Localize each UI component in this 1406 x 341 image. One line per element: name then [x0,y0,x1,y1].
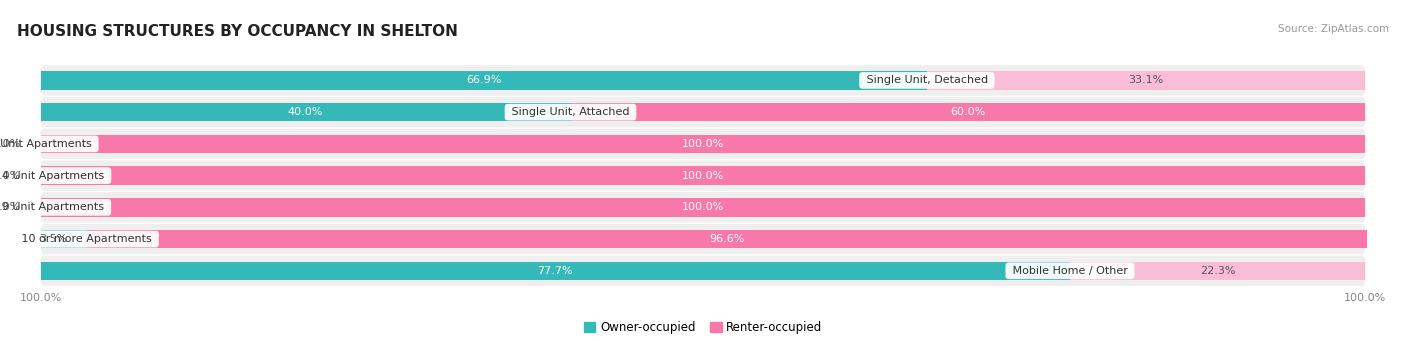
Bar [571,103,1365,121]
Bar [41,103,571,121]
Bar [41,230,87,248]
Text: 33.1%: 33.1% [1129,75,1164,85]
FancyBboxPatch shape [41,65,1365,95]
Text: 3.5%: 3.5% [39,234,67,244]
Bar [87,230,1367,248]
Legend: Owner-occupied, Renter-occupied: Owner-occupied, Renter-occupied [583,321,823,334]
FancyBboxPatch shape [41,97,1365,128]
Text: Single Unit, Attached: Single Unit, Attached [508,107,633,117]
Text: 60.0%: 60.0% [950,107,986,117]
FancyBboxPatch shape [41,224,1365,254]
Text: 10 or more Apartments: 10 or more Apartments [18,234,156,244]
Bar [41,166,1365,185]
Text: 3 or 4 Unit Apartments: 3 or 4 Unit Apartments [0,170,108,181]
Bar [927,71,1365,90]
Text: Source: ZipAtlas.com: Source: ZipAtlas.com [1278,24,1389,34]
Text: 0.0%: 0.0% [0,170,21,181]
Text: 0.0%: 0.0% [0,202,21,212]
FancyBboxPatch shape [41,160,1365,191]
Bar [41,262,1070,280]
Bar [41,198,1365,217]
Text: 100.0%: 100.0% [682,170,724,181]
Text: 2 Unit Apartments: 2 Unit Apartments [0,139,96,149]
FancyBboxPatch shape [41,129,1365,159]
Text: 22.3%: 22.3% [1199,266,1236,276]
Text: 96.6%: 96.6% [709,234,745,244]
Text: Single Unit, Detached: Single Unit, Detached [863,75,991,85]
Text: 5 to 9 Unit Apartments: 5 to 9 Unit Apartments [0,202,108,212]
Text: HOUSING STRUCTURES BY OCCUPANCY IN SHELTON: HOUSING STRUCTURES BY OCCUPANCY IN SHELT… [17,24,458,39]
Text: 100.0%: 100.0% [682,202,724,212]
FancyBboxPatch shape [41,256,1365,286]
Text: 40.0%: 40.0% [288,107,323,117]
Text: 100.0%: 100.0% [682,139,724,149]
Bar [41,71,927,90]
Text: Mobile Home / Other: Mobile Home / Other [1010,266,1132,276]
Bar [41,135,1365,153]
Text: 0.0%: 0.0% [0,139,21,149]
Bar [1070,262,1365,280]
FancyBboxPatch shape [41,192,1365,223]
Text: 77.7%: 77.7% [537,266,574,276]
Text: 66.9%: 66.9% [465,75,502,85]
